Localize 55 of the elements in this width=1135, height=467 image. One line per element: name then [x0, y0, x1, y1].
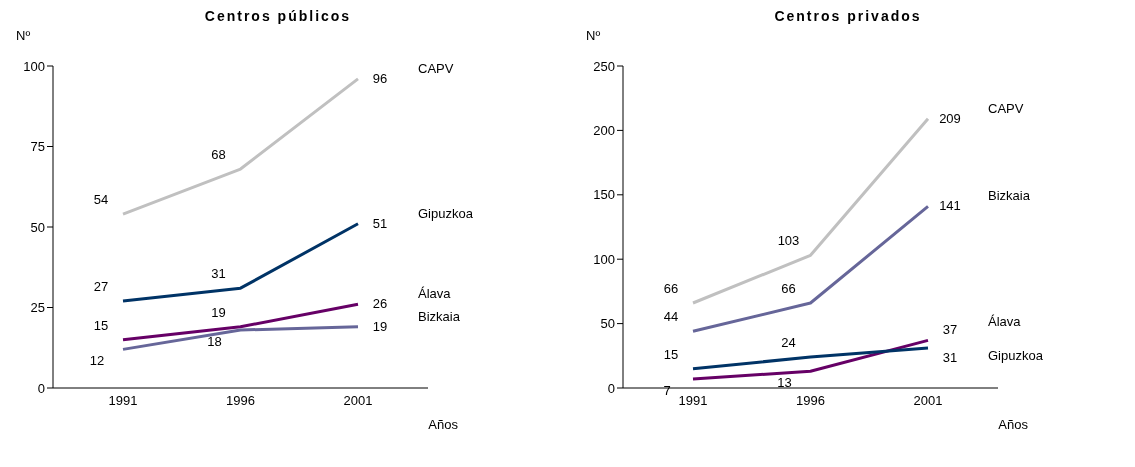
- data-label: 54: [93, 192, 109, 208]
- y-tick-label: 25: [30, 300, 45, 316]
- text: Álava: [988, 314, 1022, 330]
- data-label: 51: [372, 215, 388, 231]
- x-tick-label: 1996: [796, 393, 825, 409]
- data-label: 24: [781, 335, 796, 351]
- chart-title: Centros privados: [773, 8, 923, 26]
- x-tick-label: 2001: [913, 393, 943, 409]
- y-tick-label: 200: [593, 123, 615, 139]
- x-tick-label: 2001: [343, 393, 373, 409]
- text: CAPV: [418, 60, 454, 76]
- text: Gipuzkoa: [988, 348, 1044, 364]
- data-label: 15: [663, 346, 679, 362]
- text: Bizkaia: [418, 308, 461, 324]
- data-label: 19: [211, 304, 226, 320]
- data-label: 66: [663, 280, 679, 296]
- x-axis-title: Años: [427, 417, 459, 432]
- data-label: 13: [777, 375, 792, 391]
- y-axis-title: Nº: [586, 28, 602, 45]
- y-tick-label: 250: [593, 58, 615, 74]
- data-label: 31: [942, 350, 958, 366]
- data-label: 44: [663, 309, 679, 325]
- data-label: 26: [372, 296, 388, 312]
- y-tick-label: 150: [593, 187, 615, 203]
- y-tick-label: 50: [600, 316, 615, 332]
- y-tick-label: 0: [607, 380, 615, 396]
- data-label: 66: [781, 280, 796, 296]
- x-tick-label: 1991: [108, 393, 138, 409]
- y-axis-title: Nº: [16, 28, 32, 45]
- data-label: 15: [93, 317, 109, 333]
- data-label: 103: [777, 233, 800, 249]
- x-tick-label: 1996: [226, 393, 255, 409]
- data-label: 37: [942, 322, 958, 338]
- data-label: 31: [211, 266, 226, 282]
- data-label: 27: [93, 279, 109, 295]
- data-label: 12: [89, 353, 105, 369]
- data-label: 209: [939, 110, 961, 126]
- y-tick-label: 75: [30, 139, 45, 155]
- y-tick-label: 100: [593, 251, 615, 267]
- x-tick-label: 1991: [678, 393, 708, 409]
- text: Gipuzkoa: [418, 205, 474, 221]
- data-label: 68: [211, 147, 226, 163]
- text: CAPV: [988, 100, 1024, 116]
- text: Bizkaia: [988, 188, 1031, 204]
- y-tick-label: 100: [23, 58, 45, 74]
- data-label: 18: [207, 334, 222, 350]
- text: Álava: [418, 286, 452, 302]
- chart-title: Centros públicos: [203, 8, 353, 26]
- data-label: 96: [372, 70, 388, 86]
- y-tick-label: 50: [30, 219, 45, 235]
- y-tick-label: 0: [37, 380, 45, 396]
- x-axis-title: Años: [997, 417, 1029, 432]
- data-label: 7: [663, 382, 671, 398]
- data-label: 141: [939, 198, 961, 214]
- data-label: 19: [372, 318, 388, 334]
